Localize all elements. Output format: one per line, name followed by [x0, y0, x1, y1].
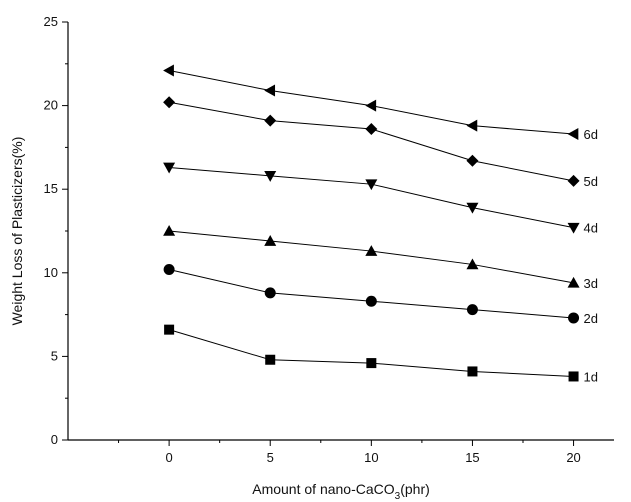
series-5d-line: [169, 101, 574, 182]
x-tick-label: 5: [267, 450, 274, 465]
y-tick-label: 20: [44, 98, 58, 113]
x-tick-label: 10: [364, 450, 378, 465]
x-axis-title-subscript: 3: [395, 491, 401, 502]
series-2d-label: 2d: [584, 311, 598, 326]
series-6d-point: [264, 84, 276, 97]
series-2d-point: [365, 295, 377, 307]
series-1d-point: [467, 366, 478, 377]
series-5d-point: [567, 174, 580, 187]
y-tick-label: 0: [51, 432, 58, 447]
series-1d-point: [164, 324, 175, 335]
series-5d-point: [365, 123, 378, 136]
series-5d-point: [163, 96, 176, 109]
series-3d-point: [466, 258, 479, 270]
series-2d-point: [568, 312, 580, 324]
series-2d-point: [264, 287, 276, 299]
y-tick-label: 10: [44, 265, 58, 280]
y-tick-label: 15: [44, 181, 58, 196]
series-labels: 1d 2d 3d 4d 5d 6d: [584, 127, 598, 384]
series-6d-point: [567, 128, 579, 141]
series-4d: [163, 162, 580, 234]
series-3d-point: [163, 225, 176, 236]
series-4d-point: [466, 202, 479, 214]
series-5d-point: [264, 114, 277, 127]
y-tick-label: 5: [51, 348, 58, 363]
y-axis-title: Weight Loss of Plasticizers(%): [9, 137, 25, 326]
series-1d-label: 1d: [584, 369, 598, 384]
series-5d-label: 5d: [584, 174, 598, 189]
x-tick-label: 0: [165, 450, 172, 465]
y-tick-label: 25: [44, 14, 58, 29]
series-5d: [163, 96, 580, 187]
series-6d-point: [163, 64, 174, 77]
series-6d-point: [365, 99, 377, 112]
x-tick-label: 15: [465, 450, 479, 465]
series-1d-point: [568, 371, 579, 382]
series-3d-point: [365, 245, 378, 256]
series-4d-point: [567, 222, 580, 234]
series-6d-point: [466, 119, 478, 132]
series-1d-point: [265, 354, 276, 365]
series-3d-point: [567, 276, 580, 288]
series-1d-point: [366, 358, 377, 369]
series-6d-label: 6d: [584, 127, 598, 142]
x-axis-title-prefix: Amount of nano-CaCO: [252, 481, 395, 497]
series-group: [163, 64, 580, 382]
axes: 0 5 10 15 20 25 0 5 10 15 20: [44, 14, 614, 465]
series-1d: [164, 324, 579, 382]
x-tick-label: 20: [566, 450, 580, 465]
series-4d-point: [264, 171, 277, 182]
series-2d-line: [168, 268, 574, 319]
series-5d-point: [466, 154, 479, 167]
x-axis-title-suffix: (phr): [400, 481, 430, 497]
series-1d-line: [168, 329, 574, 377]
series-2d-point: [163, 263, 175, 275]
series-6d: [163, 64, 579, 141]
series-2d: [163, 263, 580, 324]
x-axis-title: Amount of nano-CaCO3(phr): [252, 481, 430, 502]
series-3d-label: 3d: [584, 276, 598, 291]
series-4d-line: [169, 166, 574, 229]
series-3d: [163, 225, 580, 288]
series-4d-point: [163, 162, 176, 174]
series-3d-point: [264, 235, 277, 246]
series-3d-line: [169, 230, 574, 284]
series-4d-point: [365, 179, 378, 191]
series-2d-point: [466, 304, 478, 316]
series-4d-label: 4d: [584, 221, 598, 236]
